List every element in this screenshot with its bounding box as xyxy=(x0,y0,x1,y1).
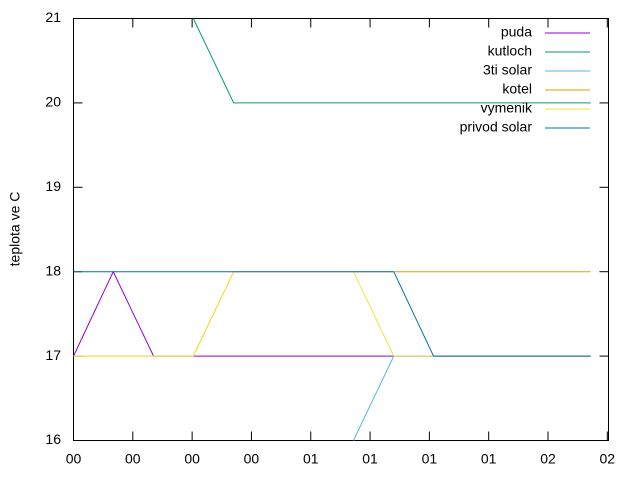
legend-label: vymenik xyxy=(481,100,533,116)
x-tick-label: 01 xyxy=(481,451,497,467)
series-line xyxy=(192,18,591,104)
y-tick-label: 19 xyxy=(45,178,61,194)
legend-label: 3ti solar xyxy=(483,62,532,78)
x-tick-label: 02 xyxy=(600,451,616,467)
y-tick-label: 17 xyxy=(45,347,61,363)
x-tick-label: 01 xyxy=(303,451,319,467)
x-tick-label: 01 xyxy=(422,451,438,467)
series-line xyxy=(73,270,591,357)
x-tick-label: 00 xyxy=(125,451,141,467)
series-line xyxy=(73,271,591,357)
legend-label: privod solar xyxy=(460,119,533,135)
y-tick-label: 21 xyxy=(45,9,61,25)
plot-frame xyxy=(73,18,609,441)
x-tick-label: 00 xyxy=(244,451,260,467)
x-tick-label: 00 xyxy=(184,451,200,467)
x-tick-label: 01 xyxy=(362,451,378,467)
x-tick-label: 00 xyxy=(66,451,82,467)
series-line xyxy=(353,355,591,441)
y-tick-label: 16 xyxy=(45,431,61,447)
x-tick-label: 02 xyxy=(540,451,556,467)
y-axis-label: teplota ve C xyxy=(7,192,23,267)
y-tick-label: 20 xyxy=(45,94,61,110)
y-tick-label: 18 xyxy=(45,262,61,278)
legend-label: kutloch xyxy=(488,43,532,59)
legend-label: puda xyxy=(501,24,532,40)
legend-label: kotel xyxy=(502,81,532,97)
series-line xyxy=(73,271,591,357)
series-line xyxy=(73,271,591,357)
